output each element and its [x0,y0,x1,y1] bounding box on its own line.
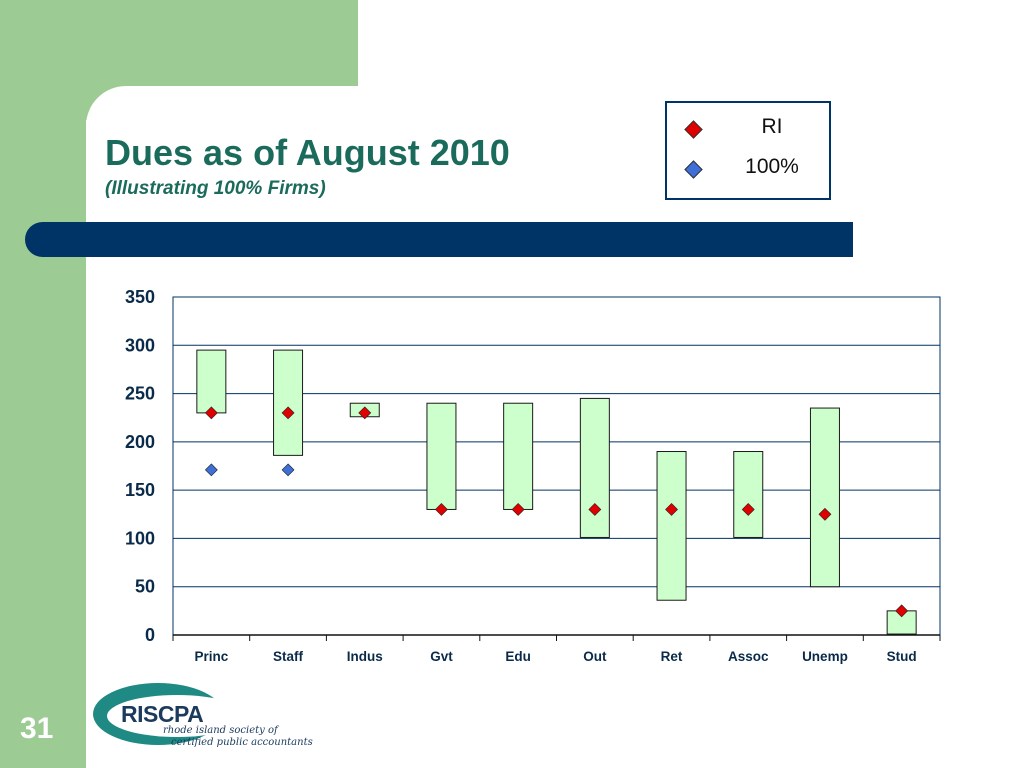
x-tick-label: Princ [194,649,228,664]
ri-marker [435,503,448,516]
legend-item-ri: RI [667,115,829,145]
firm-100-marker [281,463,295,477]
riscpa-logo: RISCPA rhode island society of certified… [93,683,313,753]
range-bar [656,451,687,601]
ri-marker [511,503,525,516]
x-tick-label: Indus [347,649,383,664]
y-tick-label: 50 [135,577,155,597]
range-bar [579,397,610,538]
y-tick-label: 0 [145,625,155,645]
legend-label: 100% [745,155,799,178]
slide-number: 31 [20,712,54,745]
slide-title: Dues as of August 2010 [105,132,510,173]
chart-legend: RI 100% [665,101,831,200]
ri-marker [281,406,295,420]
ri-marker [204,406,218,420]
ri-marker [741,503,755,516]
range-bar [273,349,304,456]
y-tick-label: 100 [125,528,155,548]
legend-item-100-percent: 100% [667,155,829,185]
x-tick-label: Assoc [728,649,769,664]
ri-marker [895,604,909,618]
slide-subtitle: (Illustrating 100% Firms) [105,178,326,199]
range-bar [733,451,764,538]
range-bar [196,349,227,414]
x-tick-label: Stud [887,649,917,664]
x-tick-label: Ret [661,649,683,664]
y-tick-label: 250 [125,384,155,404]
x-tick-label: Staff [273,649,304,664]
y-tick-label: 200 [125,432,155,452]
x-tick-label: Unemp [802,649,848,664]
range-bar [426,402,457,510]
x-tick-label: Edu [505,649,531,664]
ri-marker [588,503,602,516]
title-divider-bar [25,222,853,257]
content-panel [86,86,1024,768]
logo-name: RISCPA [121,701,204,727]
ri-marker [358,406,372,420]
y-tick-label: 150 [125,480,155,500]
x-tick-label: Gvt [430,649,453,664]
y-tick-label: 300 [125,335,155,355]
logo-tagline: rhode island society of [163,725,278,736]
x-tick-label: Out [583,649,607,664]
range-bar [503,402,534,510]
firm-100-marker [204,463,218,477]
ri-marker [818,507,832,521]
legend-label: RI [761,115,783,138]
range-bar [809,407,840,588]
y-tick-label: 350 [125,287,155,307]
green-sidebar [0,0,86,768]
ri-marker [665,503,678,516]
logo-tagline: certified public accountants [171,737,313,748]
